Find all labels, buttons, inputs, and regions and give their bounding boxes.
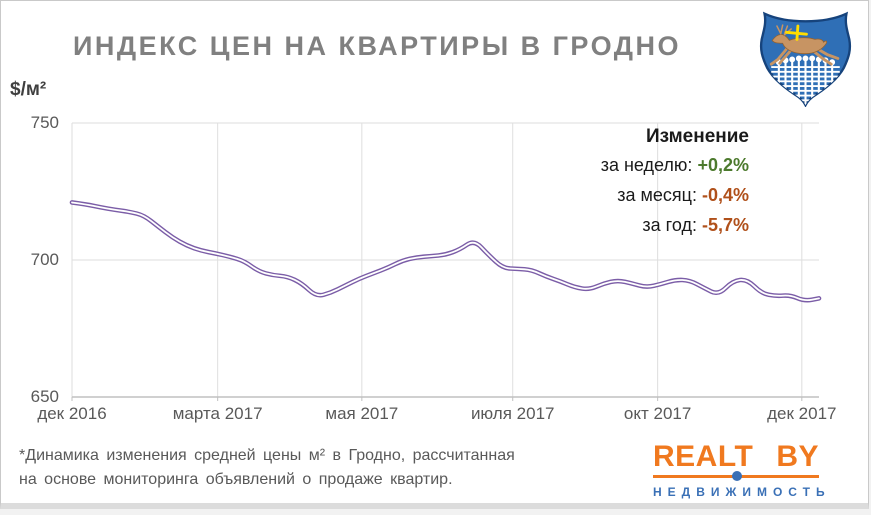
x-tick-label: марта 2017 (172, 404, 263, 423)
change-week-row: за неделю: +0,2% (601, 150, 749, 180)
page-title: ИНДЕКС ЦЕН НА КВАРТИРЫ В ГРОДНО (73, 31, 681, 61)
y-tick-label: 700 (30, 250, 59, 269)
legend-title: Изменение (645, 126, 749, 147)
y-tick-label: 650 (30, 387, 59, 406)
leaping-deer (769, 24, 840, 66)
x-tick-label: окт 2017 (623, 404, 692, 423)
change-year-value: -5,7% (701, 215, 749, 235)
change-month-value: -0,4% (701, 185, 749, 205)
x-tick-label: июля 2017 (470, 404, 555, 423)
footnote-line-1: *Динамика изменения средней цены м² в Гр… (19, 447, 515, 464)
logo-underline (653, 471, 819, 481)
change-legend: Изменение за неделю: +0,2% за месяц: -0,… (601, 124, 749, 240)
gridlines (71, 122, 819, 401)
logo-brand-text: REALT BY (653, 442, 819, 472)
logo-tagline: НЕДВИЖИМОСТЬ (653, 485, 831, 499)
change-year-label: за год: (642, 215, 697, 235)
logo-brand-right: BY (776, 440, 819, 473)
logo-brand-left: REALT (653, 440, 754, 473)
y-tick-label: 750 (30, 113, 59, 132)
change-year-row: за год: -5,7% (601, 210, 749, 240)
price-line-series (69, 200, 822, 303)
x-tick-label: мая 2017 (325, 404, 399, 423)
change-week-label: за неделю: (600, 155, 693, 175)
footnote-line-2: на основе мониторинга объявлений о прода… (19, 471, 453, 488)
x-tick-label: дек 2017 (767, 404, 837, 423)
y-axis-unit-label: $/м² (10, 79, 47, 100)
change-month-label: за месяц: (617, 185, 697, 205)
cross-icon (785, 24, 808, 41)
change-month-row: за месяц: -0,4% (601, 180, 749, 210)
change-week-value: +0,2% (697, 155, 749, 175)
price-index-chart (69, 122, 822, 401)
x-tick-label: дек 2016 (37, 404, 107, 423)
realt-by-logo: REALT BY НЕДВИЖИМОСТЬ (653, 442, 831, 499)
footnote: *Динамика изменения средней цены м² в Гр… (19, 444, 594, 492)
logo-dot-icon (732, 471, 742, 481)
grodno-coat-of-arms-icon (759, 11, 852, 107)
